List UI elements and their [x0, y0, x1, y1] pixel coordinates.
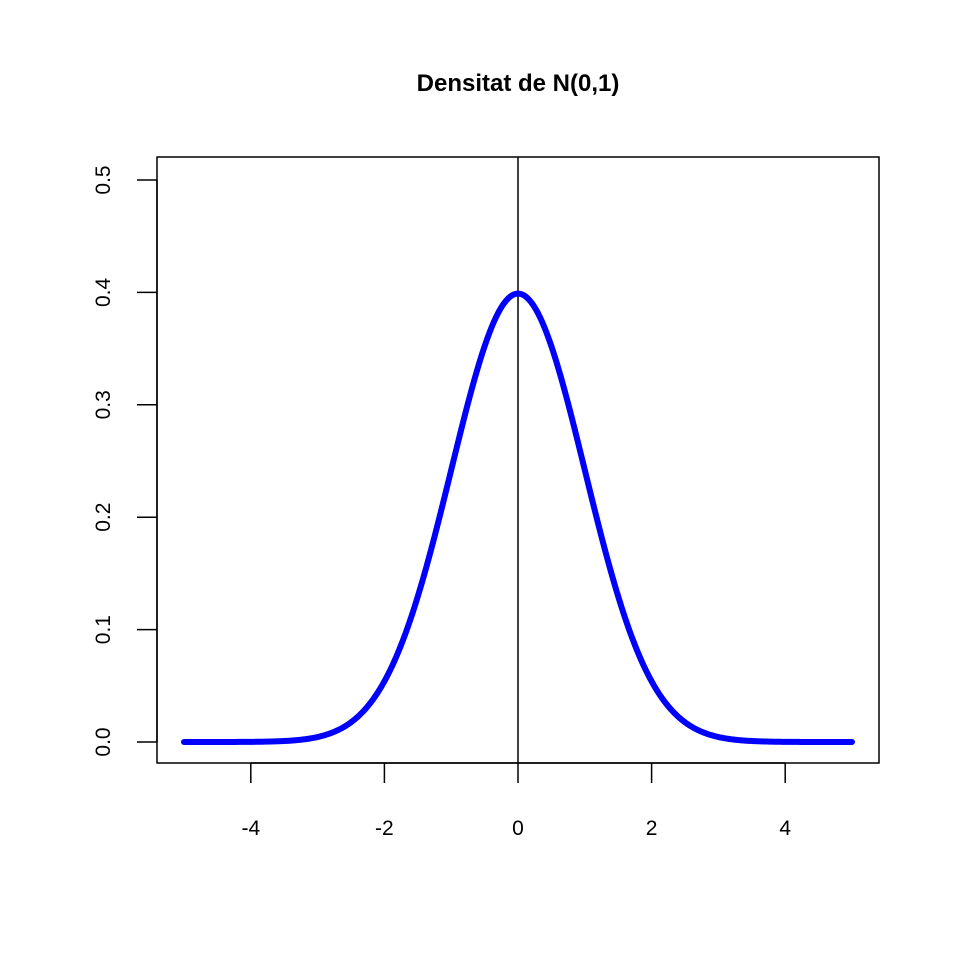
x-tick-label: 2	[646, 817, 658, 840]
y-tick-label: 0.0	[92, 727, 115, 756]
x-tick-label: 0	[512, 817, 524, 840]
x-tick-label: -2	[375, 817, 394, 840]
y-tick-label: 0.5	[92, 165, 115, 194]
y-tick-label: 0.2	[92, 503, 115, 532]
y-tick-label: 0.1	[92, 615, 115, 644]
x-axis: -4 -2 0 2 4	[241, 762, 791, 840]
x-tick-label: -4	[241, 817, 260, 840]
y-tick-label: 0.4	[92, 277, 115, 307]
y-tick-label: 0.3	[92, 390, 115, 419]
chart-title: Densitat de N(0,1)	[417, 70, 620, 97]
density-curve	[181, 290, 855, 745]
x-tick-label: 4	[779, 817, 791, 840]
plot-area	[181, 157, 855, 763]
y-axis: 0.0 0.1 0.2 0.3 0.4 0.5	[92, 165, 158, 757]
